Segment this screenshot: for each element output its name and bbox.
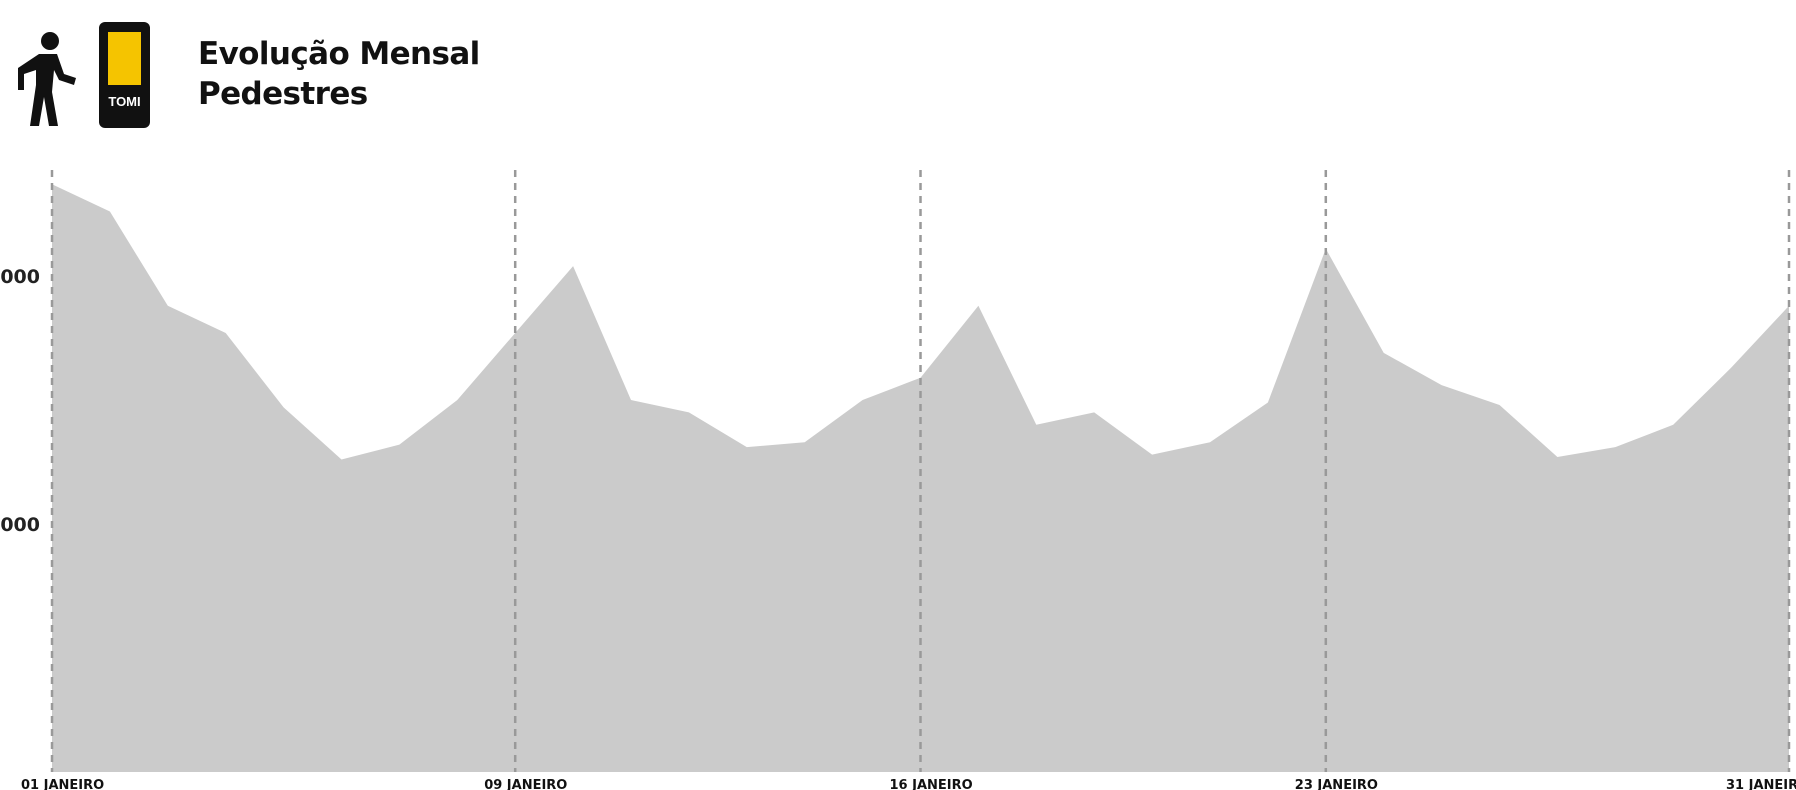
gridlines [50,170,1791,772]
pedestrian-walking-icon [18,32,76,126]
area-series-0 [52,184,1789,772]
x-tick-label: 09 JANEIRO [484,778,567,790]
x-tick-label: 16 JANEIRO [890,778,973,790]
header: TOMI Evolução Mensal Pedestres [0,0,700,150]
area-layer [52,184,1789,772]
page-title: Evolução Mensal [198,36,480,72]
title-block: Evolução Mensal Pedestres [198,34,480,114]
y-tick-label: 10.000 [0,266,40,288]
x-tick-label: 01 JANEIRO [21,778,104,790]
x-tick-label: 23 JANEIRO [1295,778,1378,790]
y-axis: 5.000 10.000 [0,266,40,536]
tomi-logo-text: TOMI [108,94,140,109]
x-tick-label: 31 JANEIRO [1726,778,1796,790]
page-subtitle: Pedestres [198,76,368,112]
y-tick-label: 5.000 [0,514,40,536]
tomi-logo: TOMI [99,22,150,128]
x-axis: 01 JANEIRO 09 JANEIRO 16 JANEIRO 23 JANEIRO… [21,778,1796,790]
